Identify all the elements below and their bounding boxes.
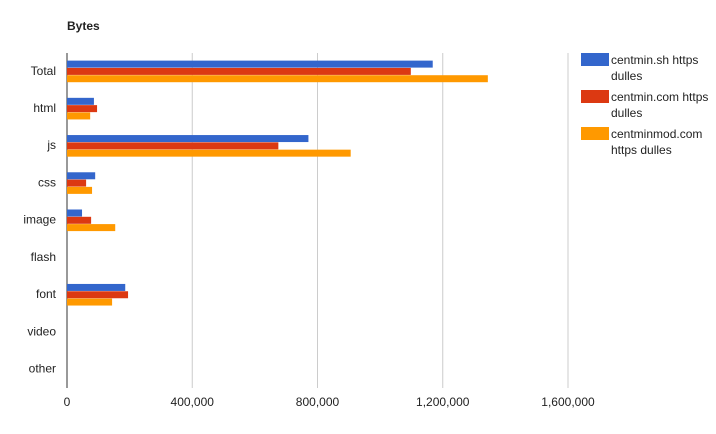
- legend-label: centminmod.com https dulles: [611, 127, 703, 157]
- y-tick-label: flash: [31, 250, 56, 264]
- bar: [67, 291, 129, 299]
- chart-title: Bytes: [67, 19, 100, 33]
- legend-swatch: [581, 90, 609, 103]
- bar: [67, 283, 126, 291]
- x-tick-label: 0: [64, 395, 71, 409]
- bar: [67, 112, 91, 120]
- y-tick-label: Total: [31, 64, 56, 78]
- legend-label: centmin.sh https dulles: [611, 53, 699, 83]
- bar: [67, 224, 116, 232]
- y-tick-label: other: [29, 362, 56, 376]
- y-tick-label: font: [36, 287, 57, 301]
- bar: [67, 97, 94, 105]
- bar: [67, 60, 433, 68]
- bar: [67, 135, 309, 143]
- y-tick-label: css: [38, 175, 56, 189]
- bar: [67, 298, 113, 306]
- x-tick-label: 1,600,000: [541, 395, 595, 409]
- bar: [67, 186, 93, 194]
- x-tick-label: 400,000: [171, 395, 215, 409]
- bar: [67, 179, 87, 187]
- bar: [67, 216, 92, 224]
- legend-label: centmin.com https dulles: [611, 90, 709, 120]
- bar: [67, 105, 98, 113]
- y-tick-label: image: [23, 213, 56, 227]
- bar: [67, 149, 351, 157]
- x-tick-label: 800,000: [296, 395, 340, 409]
- bar: [67, 75, 488, 83]
- y-tick-label: js: [46, 138, 56, 152]
- y-tick-label: video: [27, 324, 56, 338]
- bar: [67, 172, 96, 180]
- bar: [67, 67, 411, 75]
- bar: [67, 142, 279, 150]
- legend-swatch: [581, 53, 609, 66]
- y-tick-label: html: [33, 101, 56, 115]
- bar: [67, 209, 83, 217]
- x-tick-label: 1,200,000: [416, 395, 470, 409]
- legend-swatch: [581, 127, 609, 140]
